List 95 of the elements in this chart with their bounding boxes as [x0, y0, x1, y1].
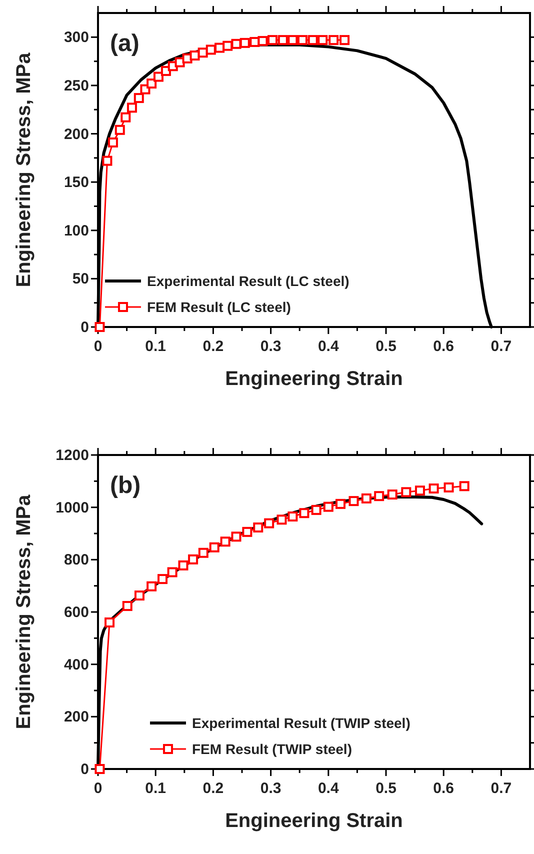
- y-tick-label: 1000: [56, 499, 89, 516]
- point: [328, 35, 339, 46]
- x-tick-label: 0.2: [202, 780, 224, 797]
- point: [387, 490, 398, 500]
- point: [299, 508, 310, 518]
- point: [126, 102, 137, 113]
- legend-label: Experimental Result (TWIP steel): [192, 715, 410, 731]
- x-tick-label: 0: [94, 338, 102, 355]
- x-tick-label: 0.7: [490, 338, 512, 355]
- point: [459, 481, 470, 492]
- point: [206, 44, 216, 55]
- point: [348, 496, 359, 506]
- point: [253, 522, 264, 532]
- point: [414, 486, 425, 496]
- point: [102, 156, 112, 166]
- y-tick-label: 50: [72, 270, 89, 288]
- point: [288, 511, 298, 522]
- x-axis-title: Engineering Strain: [225, 810, 403, 832]
- x-tick-label: 0.6: [433, 780, 454, 797]
- y-tick-label: 200: [64, 126, 89, 143]
- legend-label: FEM Result (TWIP steel): [192, 741, 352, 757]
- x-tick-label: 0.6: [433, 338, 454, 355]
- annotation: (a): [110, 30, 140, 57]
- point: [335, 498, 346, 509]
- y-tick-label: 800: [64, 552, 89, 569]
- point: [94, 764, 105, 774]
- point: [198, 548, 208, 558]
- point: [178, 560, 188, 570]
- point: [94, 322, 105, 332]
- point: [167, 567, 178, 578]
- x-tick-label: 0.2: [202, 338, 224, 355]
- point: [231, 532, 242, 542]
- y-tick-label: 300: [64, 29, 89, 46]
- x-tick-label: 0.1: [145, 780, 166, 797]
- point: [220, 536, 230, 547]
- point: [134, 93, 144, 104]
- y-axis-title: Engineering Stress, MPa: [13, 494, 35, 730]
- y-tick-label: 1200: [56, 447, 89, 464]
- point: [297, 35, 308, 46]
- point: [122, 600, 132, 611]
- x-tick-label: 0.7: [490, 780, 512, 797]
- point: [276, 514, 287, 525]
- point: [428, 483, 439, 494]
- legend-label: Experimental Result (LC steel): [147, 273, 350, 289]
- point: [231, 38, 242, 49]
- point: [401, 487, 412, 498]
- point: [222, 40, 233, 51]
- point: [308, 35, 318, 46]
- point: [104, 617, 115, 628]
- point: [190, 50, 200, 61]
- point: [153, 72, 164, 82]
- point: [108, 137, 118, 148]
- y-tick-label: 150: [64, 174, 89, 192]
- point: [242, 526, 252, 537]
- point: [340, 35, 350, 46]
- x-tick-label: 0.5: [376, 780, 396, 797]
- point: [158, 574, 168, 584]
- x-tick-label: 0.3: [260, 780, 282, 797]
- point: [209, 542, 220, 552]
- point: [311, 504, 322, 515]
- point: [146, 78, 157, 89]
- y-tick-label: 0: [80, 761, 89, 778]
- point: [188, 554, 198, 564]
- y-tick-label: 200: [64, 708, 89, 726]
- x-tick-label: 0.3: [260, 338, 282, 355]
- point: [318, 35, 328, 46]
- y-tick-label: 400: [64, 656, 89, 674]
- legend-label: FEM Result (LC steel): [147, 299, 291, 315]
- point: [278, 35, 288, 46]
- point: [361, 493, 372, 504]
- x-tick-label: 0.4: [318, 780, 340, 797]
- point: [258, 36, 268, 46]
- x-tick-label: 0: [94, 780, 102, 797]
- x-tick-label: 0.4: [318, 338, 340, 355]
- y-axis-title: Engineering Stress, MPa: [13, 52, 35, 288]
- point: [240, 38, 250, 48]
- point: [264, 518, 274, 528]
- point: [444, 482, 454, 492]
- point: [288, 35, 298, 46]
- x-tick-label: 0.1: [145, 338, 166, 355]
- point: [323, 502, 334, 512]
- point: [374, 491, 384, 502]
- x-tick-label: 0.5: [376, 338, 396, 355]
- point: [120, 112, 131, 122]
- y-tick-label: 0: [80, 319, 89, 336]
- x-axis-title: Engineering Strain: [225, 368, 403, 390]
- y-tick-label: 250: [64, 77, 89, 94]
- point: [146, 581, 157, 592]
- point: [114, 124, 125, 135]
- point: [134, 590, 144, 601]
- point: [198, 48, 208, 58]
- annotation: (b): [110, 472, 141, 499]
- y-tick-label: 600: [64, 604, 89, 621]
- point: [268, 35, 278, 46]
- y-tick-label: 100: [64, 222, 89, 240]
